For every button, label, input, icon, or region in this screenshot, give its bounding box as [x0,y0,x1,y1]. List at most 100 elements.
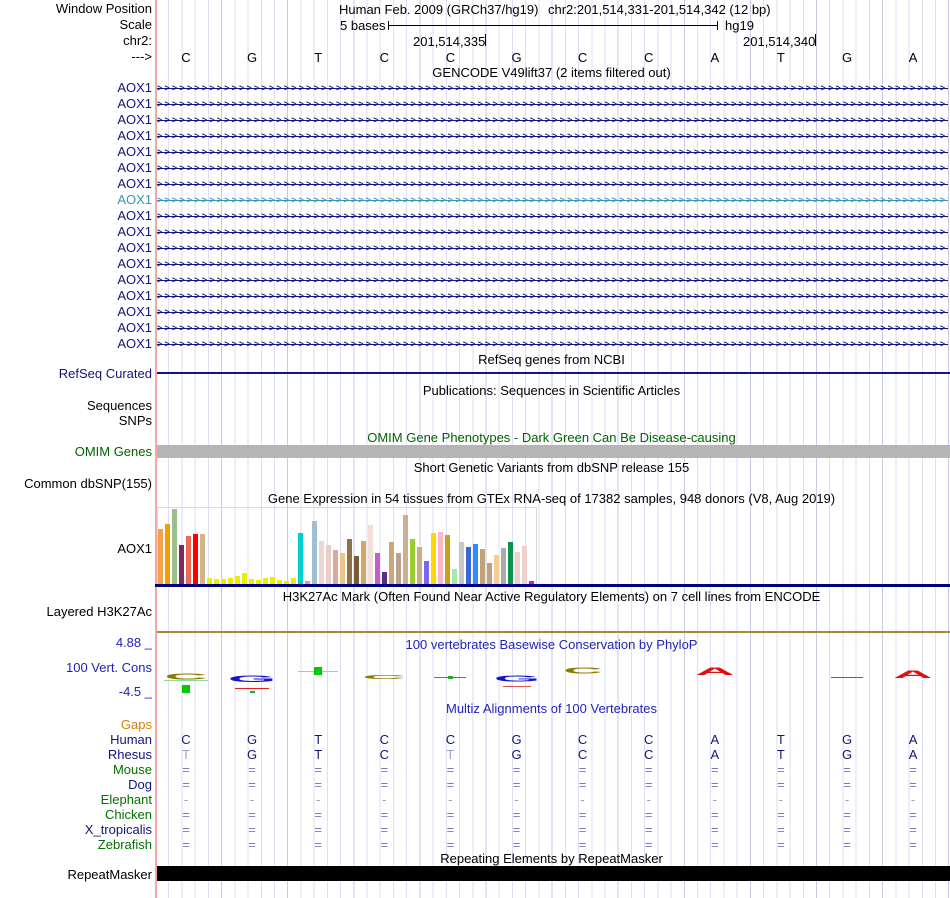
gtex-tissue-bar[interactable] [501,548,506,584]
gtex-tissue-bar[interactable] [480,549,485,584]
gtex-tissue-bar[interactable] [319,541,324,584]
refseq-track-title[interactable]: RefSeq genes from NCBI [478,352,625,367]
gene-transcript-line[interactable]: >>>>>>>>>>>>>>>>>>>>>>>>>>>>>>>>>>>>>>>>… [157,160,948,176]
gtex-tissue-bar[interactable] [263,578,268,584]
gtex-tissue-bar[interactable] [354,556,359,584]
gtex-tissue-bar[interactable] [158,529,163,584]
publications-snps-label[interactable]: SNPs [118,413,152,428]
gtex-tissue-bar[interactable] [508,542,513,584]
gene-label[interactable]: AOX1 [117,208,152,223]
phylop-track-title[interactable]: 100 vertebrates Basewise Conservation by… [405,637,698,652]
omim-gene-bar[interactable] [157,445,950,458]
gtex-tissue-bar[interactable] [179,545,184,584]
gtex-tissue-bar[interactable] [403,515,408,584]
gtex-tissue-bar[interactable] [235,576,240,584]
gtex-tissue-bar[interactable] [186,536,191,584]
dbsnp-track-label[interactable]: Common dbSNP(155) [24,476,152,491]
gtex-tissue-bar[interactable] [207,578,212,584]
gtex-tissue-bar[interactable] [410,539,415,584]
gtex-tissue-bar[interactable] [256,580,261,584]
gene-label[interactable]: AOX1 [117,256,152,271]
gtex-tissue-bar[interactable] [312,521,317,584]
gtex-tissue-bar[interactable] [424,561,429,584]
gtex-track-title[interactable]: Gene Expression in 54 tissues from GTEx … [267,491,836,506]
gtex-tissue-bar[interactable] [459,542,464,584]
gene-label[interactable]: AOX1 [117,96,152,111]
gtex-tissue-bar[interactable] [214,579,219,584]
gtex-tissue-bar[interactable] [522,546,527,584]
gene-label[interactable]: AOX1 [117,304,152,319]
gtex-tissue-bar[interactable] [445,535,450,584]
gencode-track-title[interactable]: GENCODE V49lift37 (2 items filtered out) [432,65,671,80]
gtex-tissue-bar[interactable] [333,550,338,584]
gtex-tissue-bar[interactable] [431,533,436,584]
gene-transcript-line[interactable]: >>>>>>>>>>>>>>>>>>>>>>>>>>>>>>>>>>>>>>>>… [157,224,948,240]
gene-label[interactable]: AOX1 [117,160,152,175]
species-label[interactable]: Rhesus [107,747,152,762]
gtex-tissue-bar[interactable] [466,547,471,584]
gene-transcript-line[interactable]: >>>>>>>>>>>>>>>>>>>>>>>>>>>>>>>>>>>>>>>>… [157,112,948,128]
gene-label[interactable]: AOX1 [117,224,152,239]
gtex-tissue-bar[interactable] [193,534,198,584]
gtex-tissue-bar[interactable] [396,553,401,584]
gtex-tissue-bar[interactable] [529,581,534,584]
gene-label[interactable]: AOX1 [117,240,152,255]
gtex-tissue-bar[interactable] [382,572,387,584]
gene-transcript-line[interactable]: >>>>>>>>>>>>>>>>>>>>>>>>>>>>>>>>>>>>>>>>… [157,144,948,160]
gene-label[interactable]: AOX1 [117,144,152,159]
gene-transcript-line[interactable]: >>>>>>>>>>>>>>>>>>>>>>>>>>>>>>>>>>>>>>>>… [157,288,948,304]
gtex-tissue-bar[interactable] [228,578,233,584]
species-label[interactable]: Human [110,732,152,747]
gtex-tissue-bar[interactable] [242,573,247,584]
gene-transcript-line[interactable]: >>>>>>>>>>>>>>>>>>>>>>>>>>>>>>>>>>>>>>>>… [157,304,948,320]
gtex-tissue-bar[interactable] [417,547,422,584]
gene-transcript-line[interactable]: >>>>>>>>>>>>>>>>>>>>>>>>>>>>>>>>>>>>>>>>… [157,176,948,192]
gene-transcript-line[interactable]: >>>>>>>>>>>>>>>>>>>>>>>>>>>>>>>>>>>>>>>>… [157,80,948,96]
gtex-tissue-bar[interactable] [515,552,520,584]
gene-label[interactable]: AOX1 [117,288,152,303]
gtex-tissue-bar[interactable] [452,569,457,584]
h3k27ac-track-label[interactable]: Layered H3K27Ac [46,604,152,619]
gene-label[interactable]: AOX1 [117,272,152,287]
gtex-tissue-bar[interactable] [361,541,366,584]
gtex-tissue-bar[interactable] [277,580,282,584]
omim-track-title[interactable]: OMIM Gene Phenotypes - Dark Green Can Be… [367,430,736,445]
repeatmasker-track-title[interactable]: Repeating Elements by RepeatMasker [440,851,663,866]
repeatmasker-element-bar[interactable] [157,866,950,881]
gtex-tissue-bar[interactable] [340,553,345,584]
species-label[interactable]: X_tropicalis [84,822,152,837]
gtex-gene-label[interactable]: AOX1 [117,541,152,556]
gene-transcript-line[interactable]: >>>>>>>>>>>>>>>>>>>>>>>>>>>>>>>>>>>>>>>>… [157,272,948,288]
gtex-tissue-bar[interactable] [347,539,352,584]
gtex-tissue-bar[interactable] [221,579,226,584]
gtex-tissue-bar[interactable] [494,555,499,584]
gtex-tissue-bar[interactable] [291,578,296,584]
gtex-tissue-bar[interactable] [487,563,492,584]
publications-sequences-label[interactable]: Sequences [86,398,152,413]
gtex-tissue-bar[interactable] [368,525,373,584]
gene-label[interactable]: AOX1 [117,176,152,191]
gtex-tissue-bar[interactable] [172,509,177,584]
multiz-track-title[interactable]: Multiz Alignments of 100 Vertebrates [445,701,657,716]
phylop-track-label[interactable]: 100 Vert. Cons [66,660,152,675]
gene-transcript-line[interactable]: >>>>>>>>>>>>>>>>>>>>>>>>>>>>>>>>>>>>>>>>… [157,96,948,112]
repeatmasker-track-label[interactable]: RepeatMasker [67,867,152,882]
gtex-tissue-bar[interactable] [249,579,254,584]
species-label[interactable]: Chicken [105,807,152,822]
gtex-tissue-bar[interactable] [298,533,303,584]
gtex-tissue-bar[interactable] [473,544,478,584]
gtex-tissue-bar[interactable] [200,534,205,584]
gtex-tissue-bar[interactable] [165,524,170,584]
omim-genes-label[interactable]: OMIM Genes [74,444,152,459]
gtex-tissue-bar[interactable] [326,545,331,584]
gene-transcript-line[interactable]: >>>>>>>>>>>>>>>>>>>>>>>>>>>>>>>>>>>>>>>>… [157,320,948,336]
gene-label[interactable]: AOX1 [117,192,152,207]
gene-transcript-line[interactable]: >>>>>>>>>>>>>>>>>>>>>>>>>>>>>>>>>>>>>>>>… [157,192,948,208]
publications-track-title[interactable]: Publications: Sequences in Scientific Ar… [422,383,681,398]
gene-label[interactable]: AOX1 [117,336,152,351]
species-label[interactable]: Mouse [112,762,152,777]
gene-transcript-line[interactable]: >>>>>>>>>>>>>>>>>>>>>>>>>>>>>>>>>>>>>>>>… [157,256,948,272]
gtex-tissue-bar[interactable] [438,532,443,584]
species-label[interactable]: Zebrafish [97,837,152,852]
h3k27ac-track-title[interactable]: H3K27Ac Mark (Often Found Near Active Re… [282,589,821,604]
